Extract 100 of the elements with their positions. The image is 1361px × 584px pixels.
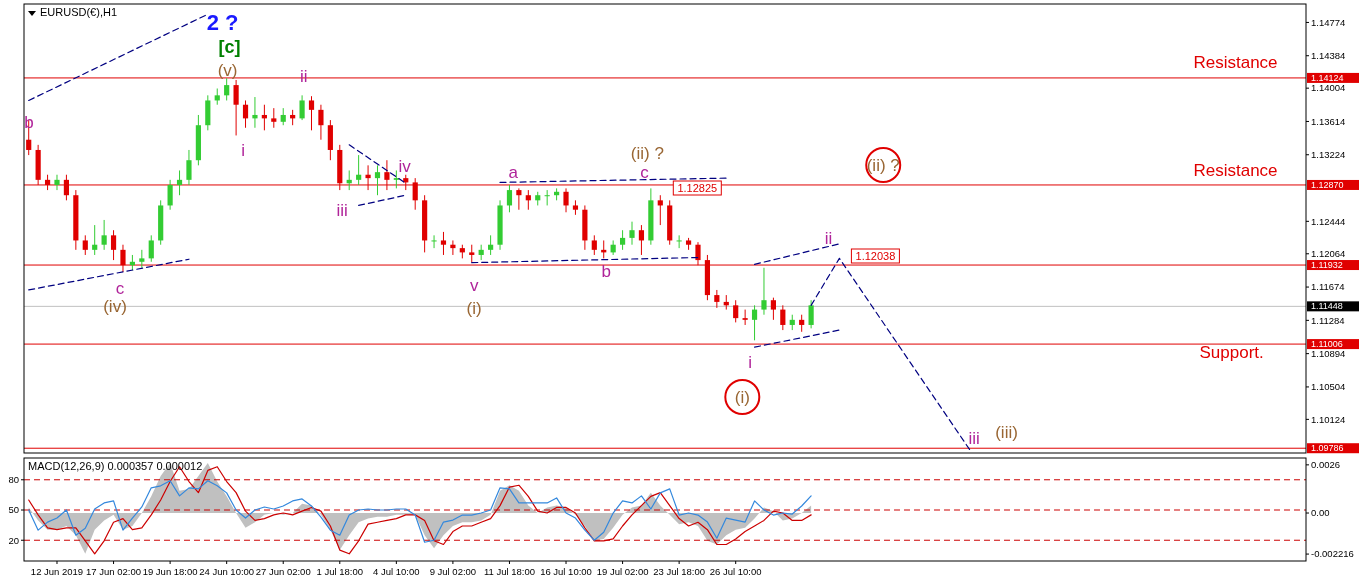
candlestick — [242, 99, 249, 129]
candlestick — [186, 149, 192, 186]
annotation: (i) — [734, 387, 750, 407]
annotation: 1.12038 — [855, 249, 896, 262]
y-tick-label: 1.13614 — [1311, 115, 1346, 127]
annotation: a — [508, 162, 519, 182]
annotation: 1.12825 — [677, 181, 718, 194]
x-tick-label: 4 Jul 10:00 — [373, 566, 420, 577]
y-tick-label: 0.00 — [1311, 507, 1330, 519]
y-tick-label: 1.12444 — [1311, 215, 1346, 227]
line-series — [28, 480, 812, 543]
candlestick — [506, 184, 513, 213]
x-tick-label: 24 Jun 10:00 — [199, 566, 255, 577]
candlestick — [148, 234, 154, 263]
annotation: (i) — [466, 298, 482, 318]
annotation: (v) — [217, 60, 238, 80]
y-tick-label: 1.11284 — [1311, 314, 1345, 326]
candlestick — [488, 234, 494, 256]
annotation: iii — [968, 428, 980, 448]
ref-line-label: 1.11006 — [1311, 339, 1343, 350]
candlestick — [356, 154, 362, 186]
candlestick — [110, 229, 117, 261]
annotation: Resistance — [1193, 160, 1278, 180]
y-tick-label: 1.10504 — [1311, 381, 1346, 393]
annotation: Support. — [1199, 342, 1264, 362]
candlestick — [318, 104, 324, 141]
x-tick-label: 11 Jul 18:00 — [483, 566, 535, 577]
annotation: i — [748, 352, 753, 372]
candlestick — [440, 231, 447, 256]
candlestick — [299, 94, 305, 121]
annotation: i — [241, 140, 246, 160]
annotation: (iii) — [995, 422, 1018, 442]
y-tick-label: 1.11674 — [1311, 281, 1345, 293]
x-tick-label: 26 Jul 10:00 — [709, 566, 762, 577]
ref-line-label: 1.09786 — [1311, 443, 1344, 454]
ref-line-label: 1.12870 — [1311, 180, 1344, 191]
candlestick — [676, 234, 682, 249]
y-tick-label: 1.10894 — [1311, 347, 1346, 359]
x-tick-label: 9 Jul 02:00 — [429, 566, 477, 577]
candlestick — [516, 187, 522, 211]
annotation: c — [640, 162, 650, 182]
y-tick-label: 1.14004 — [1311, 82, 1346, 94]
x-tick-label: 17 Jun 02:00 — [86, 566, 142, 577]
candlestick — [657, 194, 663, 226]
y-tick-label: 0.0026 — [1311, 459, 1341, 471]
x-tick-label: 27 Jun 02:00 — [255, 566, 311, 577]
chart-title: EURUSD(€),H1 — [40, 6, 118, 18]
chart-title: MACD(12,26,9) 0.000357 0.000012 — [28, 460, 203, 472]
candlestick — [224, 77, 230, 101]
candlestick — [176, 169, 183, 196]
candlestick — [82, 234, 88, 256]
x-tick-label: 12 Jun 2019 — [30, 566, 84, 577]
annotation: v — [469, 275, 479, 295]
x-tick-label: 19 Jul 02:00 — [596, 566, 649, 577]
candlestick — [808, 299, 814, 329]
y-tick-label: 1.13224 — [1311, 149, 1346, 161]
ref-line-label: 1.11448 — [1311, 301, 1343, 312]
candlestick — [733, 299, 739, 323]
x-tick-label: 16 Jul 10:00 — [540, 566, 592, 577]
candlestick — [54, 174, 60, 191]
candlestick — [638, 224, 645, 256]
y2-tick-label: 80 — [8, 474, 19, 486]
candlestick — [101, 219, 107, 251]
candlestick — [525, 189, 531, 211]
annotation: iv — [398, 156, 412, 176]
candlestick — [619, 229, 626, 251]
ref-line-label: 1.11932 — [1311, 260, 1343, 271]
y2-tick-label: 20 — [8, 534, 19, 546]
annotation: b — [601, 261, 612, 281]
candlestick — [591, 234, 597, 256]
x-tick-label: 19 Jun 18:00 — [142, 566, 198, 577]
y-tick-label: -0.002216 — [1311, 548, 1354, 560]
candlestick — [544, 189, 550, 206]
annotation: (ii) ? — [866, 155, 900, 175]
y-tick-label: 1.14384 — [1311, 50, 1346, 62]
candlestick — [431, 234, 437, 249]
candlestick — [92, 224, 98, 256]
candlestick — [271, 107, 277, 129]
annotation: (ii) ? — [630, 143, 664, 163]
candlestick — [629, 221, 635, 246]
candlestick — [761, 267, 767, 316]
ref-line-label: 1.14124 — [1311, 73, 1344, 84]
annotation: b — [24, 112, 34, 132]
candlestick — [167, 179, 173, 211]
candlestick — [742, 309, 748, 326]
candlestick — [770, 297, 776, 321]
annotation: (iv) — [103, 296, 127, 316]
annotation: Resistance — [1193, 52, 1278, 72]
annotation: c — [115, 278, 125, 298]
candlestick — [563, 187, 569, 213]
candlestick — [252, 96, 258, 129]
y2-tick-label: 50 — [8, 504, 19, 516]
annotation: [c] — [218, 37, 241, 58]
annotation: iii — [336, 200, 348, 220]
x-tick-label: 23 Jul 18:00 — [653, 566, 706, 577]
y-tick-label: 1.14774 — [1311, 16, 1346, 28]
annotation: 2 ? — [206, 9, 239, 35]
candlestick — [751, 304, 758, 341]
x-tick-label: 1 Jul 18:00 — [316, 566, 364, 577]
candlestick — [308, 95, 315, 131]
